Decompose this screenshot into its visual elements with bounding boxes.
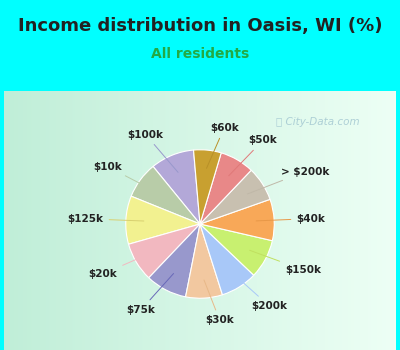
Wedge shape bbox=[186, 224, 222, 298]
Wedge shape bbox=[200, 224, 254, 295]
Text: Income distribution in Oasis, WI (%): Income distribution in Oasis, WI (%) bbox=[18, 17, 382, 35]
Wedge shape bbox=[200, 199, 274, 241]
Text: $60k: $60k bbox=[206, 123, 238, 168]
Text: $30k: $30k bbox=[204, 280, 234, 326]
Text: $20k: $20k bbox=[89, 253, 152, 279]
Text: ⓘ City-Data.com: ⓘ City-Data.com bbox=[276, 117, 360, 127]
Text: $40k: $40k bbox=[256, 214, 325, 224]
Text: $50k: $50k bbox=[229, 135, 277, 176]
Wedge shape bbox=[131, 167, 200, 224]
Wedge shape bbox=[200, 224, 272, 275]
Text: $200k: $200k bbox=[230, 271, 287, 311]
Wedge shape bbox=[200, 153, 251, 224]
Wedge shape bbox=[149, 224, 200, 297]
Text: > $200k: > $200k bbox=[248, 167, 330, 194]
Wedge shape bbox=[128, 224, 200, 278]
Wedge shape bbox=[153, 150, 200, 224]
Text: $100k: $100k bbox=[128, 130, 178, 172]
Wedge shape bbox=[194, 150, 221, 224]
Text: $10k: $10k bbox=[94, 162, 154, 191]
Text: All residents: All residents bbox=[151, 47, 249, 61]
Text: $150k: $150k bbox=[250, 250, 321, 275]
Text: $125k: $125k bbox=[68, 214, 144, 224]
Wedge shape bbox=[200, 170, 270, 224]
Text: $75k: $75k bbox=[127, 274, 174, 315]
Wedge shape bbox=[126, 196, 200, 244]
